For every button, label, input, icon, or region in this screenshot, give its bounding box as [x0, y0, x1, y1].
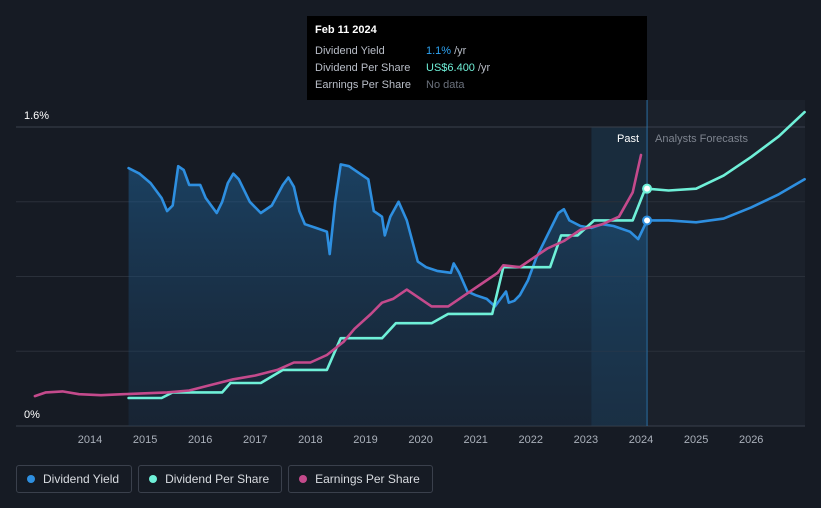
legend-label: Earnings Per Share: [315, 472, 420, 486]
forecast-region-background: [647, 100, 805, 426]
y-tick-label: 0%: [24, 409, 40, 421]
legend-item-dividend-per-share[interactable]: Dividend Per Share: [138, 465, 283, 493]
tooltip-unit: /yr: [477, 61, 491, 74]
x-tick-label: 2014: [78, 434, 102, 446]
tooltip-row-dividend-yield: Dividend Yield 1.1% /yr: [315, 42, 639, 59]
legend-label: Dividend Per Share: [165, 472, 270, 486]
tooltip-value: No data: [426, 78, 465, 91]
x-tick-label: 2021: [463, 434, 487, 446]
series-markers: [642, 183, 653, 226]
series-areas: [128, 164, 648, 426]
dividend-per-share-line: [127, 110, 806, 400]
dividend-yield-dot-icon: [27, 475, 35, 483]
tooltip-date: Feb 11 2024: [315, 24, 377, 36]
past-region-label: Past: [617, 133, 639, 145]
dividend-yield-marker: [642, 215, 653, 226]
x-tick-label: 2025: [684, 434, 708, 446]
tooltip-value: 1.1%: [426, 44, 452, 57]
x-tick-label: 2015: [133, 434, 157, 446]
dividend-yield-line: [127, 163, 806, 308]
x-tick-label: 2024: [629, 434, 653, 446]
dividend-per-share-marker: [642, 183, 653, 194]
x-tick-label: 2023: [574, 434, 598, 446]
dividend-yield-area: [128, 164, 648, 426]
x-tick-label: 2019: [353, 434, 377, 446]
tooltip-label: Earnings Per Share: [315, 78, 411, 91]
x-tick-label: 2017: [243, 434, 267, 446]
legend-item-earnings-per-share[interactable]: Earnings Per Share: [288, 465, 433, 493]
tooltip-label: Dividend Per Share: [315, 61, 411, 74]
tooltip-label: Dividend Yield: [315, 44, 385, 57]
tooltip-unit: /yr: [454, 44, 467, 57]
earnings-per-share-dot-icon: [299, 475, 308, 483]
y-axis-ticks: 1.6% 0%: [24, 110, 49, 421]
x-tick-label: 2018: [298, 434, 322, 446]
legend-label: Dividend Yield: [43, 472, 120, 486]
y-tick-label: 1.6%: [24, 110, 49, 122]
legend: Dividend Yield Dividend Per Share Earnin…: [16, 465, 433, 493]
tooltip-row-dividend-per-share: Dividend Per Share US$6.400 /yr: [315, 59, 639, 76]
forecast-region-label: Analysts Forecasts: [655, 133, 748, 145]
x-tick-label: 2022: [519, 434, 543, 446]
legend-item-dividend-yield[interactable]: Dividend Yield: [16, 465, 133, 493]
tooltip: Feb 11 2024 Dividend Yield 1.1% /yr Divi…: [307, 16, 647, 100]
dividend-per-share-dot-icon: [149, 475, 158, 483]
x-axis-ticks: 2014 2015 2016 2017 2018 2019 2020 2021 2022 2023…: [78, 434, 764, 446]
x-tick-label: 2016: [188, 434, 212, 446]
x-tick-label: 2026: [739, 434, 763, 446]
x-tick-label: 2020: [408, 434, 432, 446]
tooltip-row-earnings-per-share: Earnings Per Share No data: [315, 76, 639, 93]
tooltip-value: US$6.400: [426, 61, 475, 74]
series-lines: [33, 110, 806, 400]
earnings-per-share-line: [33, 153, 643, 398]
